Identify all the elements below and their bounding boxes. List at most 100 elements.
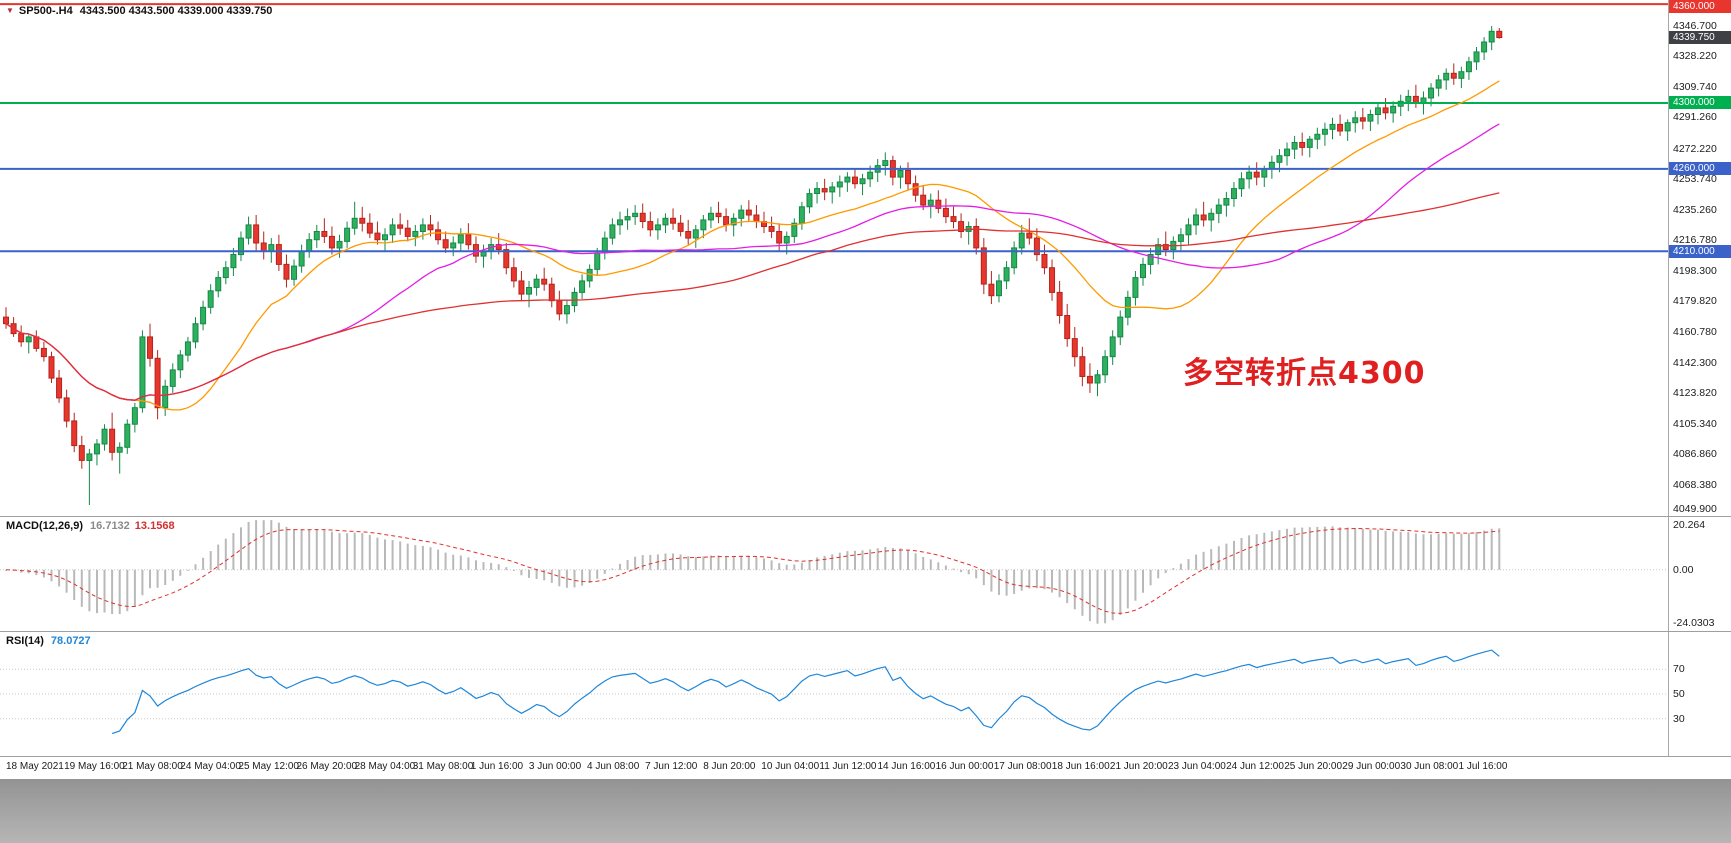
price-axis-label: 4216.780 xyxy=(1673,234,1717,247)
candle xyxy=(518,271,525,301)
time-axis-label: 14 Jun 16:00 xyxy=(877,761,936,772)
macd-axis-label: 0.00 xyxy=(1673,563,1694,576)
candle xyxy=(1079,346,1086,387)
candle xyxy=(1374,103,1381,125)
rsi-label: RSI(14) 78.0727 xyxy=(6,635,91,647)
ma-line-90 xyxy=(5,192,1500,401)
candle xyxy=(488,238,495,260)
time-axis-label: 21 May 08:00 xyxy=(122,761,183,772)
price-level-badge: 4300.000 xyxy=(1669,96,1731,110)
ma-line-18 xyxy=(5,80,1500,411)
candle xyxy=(624,208,631,230)
candle xyxy=(1215,198,1222,224)
candle xyxy=(510,257,517,288)
candle xyxy=(798,201,805,230)
candle xyxy=(632,205,639,225)
time-axis-label: 25 May 12:00 xyxy=(238,761,299,772)
candle xyxy=(298,244,305,273)
candle xyxy=(283,254,290,288)
time-axis-label: 3 Jun 00:00 xyxy=(528,761,582,772)
candle xyxy=(874,159,881,182)
candle xyxy=(1018,224,1025,255)
price-axis-label: 4123.820 xyxy=(1673,387,1717,400)
candle xyxy=(1337,114,1344,136)
price-axis[interactable]: 4346.700 4328.220 4309.740 4291.260 4272.220… xyxy=(1668,0,1731,516)
candle xyxy=(48,351,55,383)
candle xyxy=(412,224,419,247)
candle xyxy=(1102,350,1109,383)
candle xyxy=(1299,132,1306,156)
time-axis-label: 28 May 04:00 xyxy=(354,761,416,772)
candle xyxy=(980,238,987,295)
candle xyxy=(586,264,593,288)
candle xyxy=(215,271,222,298)
candle xyxy=(935,190,942,214)
candle xyxy=(1496,28,1503,39)
candle xyxy=(859,173,866,196)
rsi-chart[interactable] xyxy=(0,632,1669,756)
price-axis-label: 4049.900 xyxy=(1673,503,1717,515)
candle xyxy=(351,201,358,235)
time-axis-label: 21 Jun 20:00 xyxy=(1109,761,1168,772)
candle xyxy=(692,224,699,248)
candle xyxy=(647,211,654,237)
candle xyxy=(829,182,836,204)
macd-axis: 20.264 0.00 -24.0303 xyxy=(1668,517,1731,631)
candle xyxy=(912,175,919,202)
time-axis-label: 11 Jun 12:00 xyxy=(819,761,877,772)
candle xyxy=(609,218,616,245)
candle xyxy=(1359,107,1366,130)
time-axis[interactable]: 18 May 2021 19 May 16:00 21 May 08:00 24 Ma… xyxy=(0,757,1731,779)
rsi-name: RSI(14) xyxy=(6,635,44,647)
candle xyxy=(71,412,78,453)
candle xyxy=(905,162,912,191)
candle xyxy=(1109,330,1116,365)
candle xyxy=(124,419,131,454)
candle xyxy=(1443,68,1450,90)
candle xyxy=(1170,236,1177,260)
candle xyxy=(851,168,858,189)
macd-axis-label: -24.0303 xyxy=(1673,617,1715,629)
price-axis-label: 4142.300 xyxy=(1673,356,1717,369)
candle xyxy=(1253,162,1260,186)
candle xyxy=(169,363,176,393)
candle xyxy=(1147,247,1154,275)
candle xyxy=(18,325,25,347)
candle xyxy=(1208,208,1215,232)
price-axis-label: 4160.780 xyxy=(1673,326,1717,339)
symbol-name: SP500-.H4 xyxy=(18,5,73,17)
candle xyxy=(715,201,722,224)
candle xyxy=(139,330,146,413)
chart-annotation[interactable]: 多空转折点4300 xyxy=(1183,356,1426,391)
price-chart-panel: ▼ SP500-.H4 4343.500 4343.500 4339.000 433… xyxy=(0,0,1731,517)
ohlc-quotes: 4343.500 4343.500 4339.000 4339.750 xyxy=(79,5,273,17)
time-axis-label: 1 Jun 16:00 xyxy=(470,761,524,772)
macd-chart[interactable] xyxy=(0,517,1669,631)
time-axis-label: 10 Jun 04:00 xyxy=(761,761,820,772)
candle xyxy=(382,228,388,252)
candle xyxy=(33,330,40,352)
candle xyxy=(942,198,949,224)
candle xyxy=(1200,201,1207,227)
candlestick-chart[interactable] xyxy=(0,0,1669,516)
candle xyxy=(965,221,972,245)
candle xyxy=(465,223,472,250)
macd-main-value: 16.7132 xyxy=(90,520,130,532)
candle xyxy=(306,233,313,258)
candle xyxy=(63,389,70,428)
candle xyxy=(844,172,851,192)
price-axis-label: 4086.860 xyxy=(1673,448,1717,461)
candle xyxy=(291,259,298,286)
time-axis-label: 23 Jun 04:00 xyxy=(1168,761,1226,772)
current-price-badge: 4339.750 xyxy=(1669,30,1731,44)
collapse-arrow-icon[interactable]: ▼ xyxy=(6,6,14,15)
candle xyxy=(707,206,714,229)
candle xyxy=(958,213,965,239)
candle xyxy=(253,215,260,252)
candle xyxy=(374,221,381,245)
candle xyxy=(579,274,586,299)
candle xyxy=(480,244,487,268)
candle xyxy=(738,205,745,227)
candle xyxy=(321,218,328,243)
time-axis-label: 31 May 08:00 xyxy=(412,761,474,772)
